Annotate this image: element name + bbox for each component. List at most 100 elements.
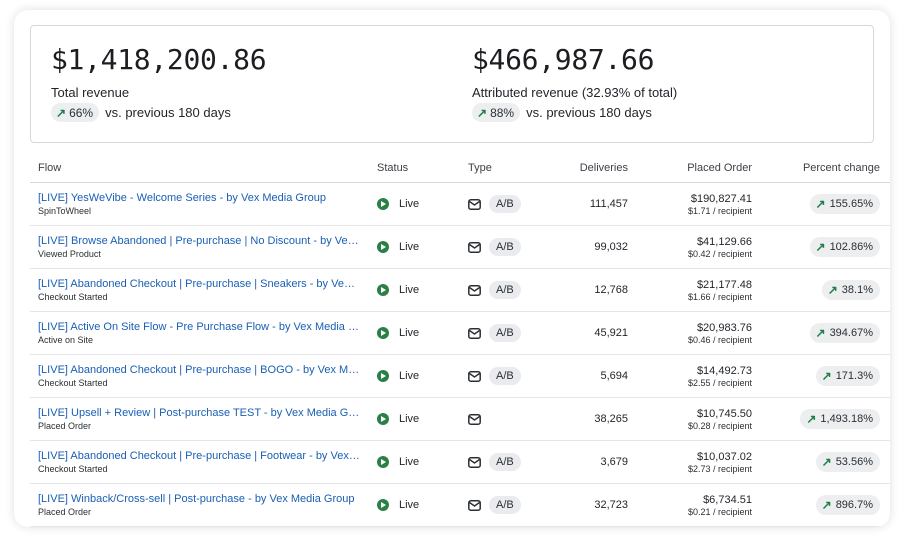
column-header-percent-change[interactable]: Percent change: [752, 153, 890, 183]
per-recipient-value: $1.66 / recipient: [687, 291, 752, 302]
percent-change-value: 171.3%: [835, 370, 873, 382]
flow-name-link[interactable]: [LIVE] Abandoned Checkout | Pre-purchase…: [38, 278, 360, 290]
mail-icon: [468, 198, 481, 210]
percent-change-cell: ↗ 38.1%: [752, 268, 890, 312]
placed-order-cell: $6,734.51 $0.21 / recipient: [628, 483, 752, 527]
table-row[interactable]: [LIVE] YesWeVibe - Welcome Series - by V…: [30, 182, 890, 226]
type-cell: A/B: [468, 354, 548, 398]
flow-cell: [LIVE] Abandoned Checkout | Pre-purchase…: [30, 268, 377, 312]
status-cell: Live: [377, 483, 468, 527]
play-circle-icon: [377, 370, 389, 382]
play-circle-icon: [377, 456, 389, 468]
status-text: Live: [399, 327, 420, 339]
total-change-pill: ↗ 66%: [51, 103, 100, 122]
placed-order-cell: $21,177.48 $1.66 / recipient: [628, 268, 752, 312]
percent-change-value: 102.86%: [829, 241, 873, 253]
flow-name-link[interactable]: [LIVE] Upsell + Review | Post-purchase T…: [38, 407, 360, 419]
percent-change-pill: ↗ 38.1%: [821, 280, 880, 300]
flow-trigger: Placed Order: [38, 507, 92, 517]
ab-test-badge: A/B: [489, 453, 521, 471]
status-cell: Live: [377, 182, 468, 226]
percent-change-cell: ↗ 1,493.18%: [752, 397, 890, 441]
flow-cell: [LIVE] YesWeVibe - Welcome Series - by V…: [30, 182, 377, 226]
flow-trigger: Checkout Started: [38, 464, 108, 474]
mail-icon: [468, 327, 481, 339]
flow-name-link[interactable]: [LIVE] Abandoned Checkout | Pre-purchase…: [38, 450, 360, 462]
placed-order-cell: $10,745.50 $0.28 / recipient: [628, 397, 752, 441]
percent-change-pill: ↗ 155.65%: [809, 194, 880, 214]
table-row[interactable]: [LIVE] Active On Site Flow - Pre Purchas…: [30, 311, 890, 355]
trend-up-icon: ↗: [815, 197, 826, 211]
flow-name-link[interactable]: [LIVE] Abandoned Checkout | Pre-purchase…: [38, 364, 360, 376]
deliveries-cell: 32,723: [548, 483, 628, 527]
column-header-flow[interactable]: Flow: [30, 153, 377, 183]
total-revenue-value: $1,418,200.86: [51, 43, 267, 76]
table-row[interactable]: [LIVE] Abandoned Checkout | Pre-purchase…: [30, 268, 890, 312]
flow-cell: [LIVE] Active On Site Flow - Pre Purchas…: [30, 311, 377, 355]
per-recipient-value: $0.46 / recipient: [687, 334, 752, 345]
mail-icon: [468, 370, 481, 382]
total-revenue-label: Total revenue: [51, 85, 130, 100]
table-row[interactable]: [LIVE] Browse Abandoned | Pre-purchase |…: [30, 225, 890, 269]
trend-up-icon: ↗: [806, 412, 817, 426]
status-text: Live: [399, 370, 420, 382]
column-header-type[interactable]: Type: [468, 153, 548, 183]
table-row[interactable]: [LIVE] Upsell + Review | Post-purchase T…: [30, 397, 890, 441]
status-cell: Live: [377, 311, 468, 355]
table-row[interactable]: [LIVE] Winback/Cross-sell | Post-purchas…: [30, 483, 890, 527]
play-circle-icon: [377, 198, 389, 210]
placed-order-cell: $41,129.66 $0.42 / recipient: [628, 225, 752, 269]
percent-change-value: 394.67%: [829, 327, 873, 339]
deliveries-cell: 3,679: [548, 440, 628, 484]
placed-order-value: $21,177.48: [696, 278, 752, 291]
flow-name-link[interactable]: [LIVE] Browse Abandoned | Pre-purchase |…: [38, 235, 360, 247]
ab-test-badge: A/B: [489, 281, 521, 299]
status-text: Live: [399, 198, 420, 210]
percent-change-cell: ↗ 102.86%: [752, 225, 890, 269]
deliveries-cell: 99,032: [548, 225, 628, 269]
column-header-deliveries[interactable]: Deliveries: [548, 153, 628, 183]
flow-trigger: Viewed Product: [38, 249, 101, 259]
table-row[interactable]: [LIVE] Abandoned Checkout | Pre-purchase…: [30, 354, 890, 398]
per-recipient-value: $0.28 / recipient: [687, 420, 752, 431]
trend-up-icon: ↗: [821, 369, 832, 383]
percent-change-cell: ↗ 171.3%: [752, 354, 890, 398]
type-cell: [468, 397, 548, 441]
flow-trigger: Active on Site: [38, 335, 94, 345]
total-change-text: vs. previous 180 days: [105, 105, 231, 120]
flow-name-link[interactable]: [LIVE] Active On Site Flow - Pre Purchas…: [38, 321, 360, 333]
ab-test-badge: A/B: [489, 367, 521, 385]
total-change-pct: 66%: [69, 105, 94, 120]
trend-up-icon: ↗: [815, 326, 826, 340]
mail-icon: [468, 241, 481, 253]
deliveries-cell: 45,921: [548, 311, 628, 355]
placed-order-value: $41,129.66: [696, 235, 752, 248]
placed-order-cell: $10,037.02 $2.73 / recipient: [628, 440, 752, 484]
percent-change-value: 896.7%: [835, 499, 873, 511]
trend-up-icon: ↗: [56, 105, 67, 120]
status-cell: Live: [377, 397, 468, 441]
deliveries-cell: 12,768: [548, 268, 628, 312]
percent-change-value: 155.65%: [829, 198, 873, 210]
trend-up-icon: ↗: [821, 498, 832, 512]
flow-cell: [LIVE] Abandoned Checkout | Pre-purchase…: [30, 440, 377, 484]
percent-change-value: 38.1%: [841, 284, 873, 296]
flow-name-link[interactable]: [LIVE] YesWeVibe - Welcome Series - by V…: [38, 192, 326, 204]
percent-change-pill: ↗ 394.67%: [809, 323, 880, 343]
ab-test-badge: A/B: [489, 324, 521, 342]
per-recipient-value: $0.42 / recipient: [687, 248, 752, 259]
flow-name-link[interactable]: [LIVE] Winback/Cross-sell | Post-purchas…: [38, 493, 355, 505]
ab-test-badge: A/B: [489, 238, 521, 256]
flow-trigger: Checkout Started: [38, 292, 108, 302]
percent-change-pill: ↗ 53.56%: [815, 452, 880, 472]
placed-order-cell: $20,983.76 $0.46 / recipient: [628, 311, 752, 355]
table-row[interactable]: [LIVE] Abandoned Checkout | Pre-purchase…: [30, 440, 890, 484]
total-revenue-change: ↗ 66% vs. previous 180 days: [51, 103, 231, 122]
status-cell: Live: [377, 268, 468, 312]
flow-cell: [LIVE] Abandoned Checkout | Pre-purchase…: [30, 354, 377, 398]
flows-table-body: [LIVE] YesWeVibe - Welcome Series - by V…: [30, 182, 890, 527]
revenue-summary: $1,418,200.86 Total revenue ↗ 66% vs. pr…: [30, 25, 874, 143]
column-header-placed-order[interactable]: Placed Order: [628, 153, 752, 183]
type-cell: A/B: [468, 182, 548, 226]
column-header-status[interactable]: Status: [377, 153, 468, 183]
